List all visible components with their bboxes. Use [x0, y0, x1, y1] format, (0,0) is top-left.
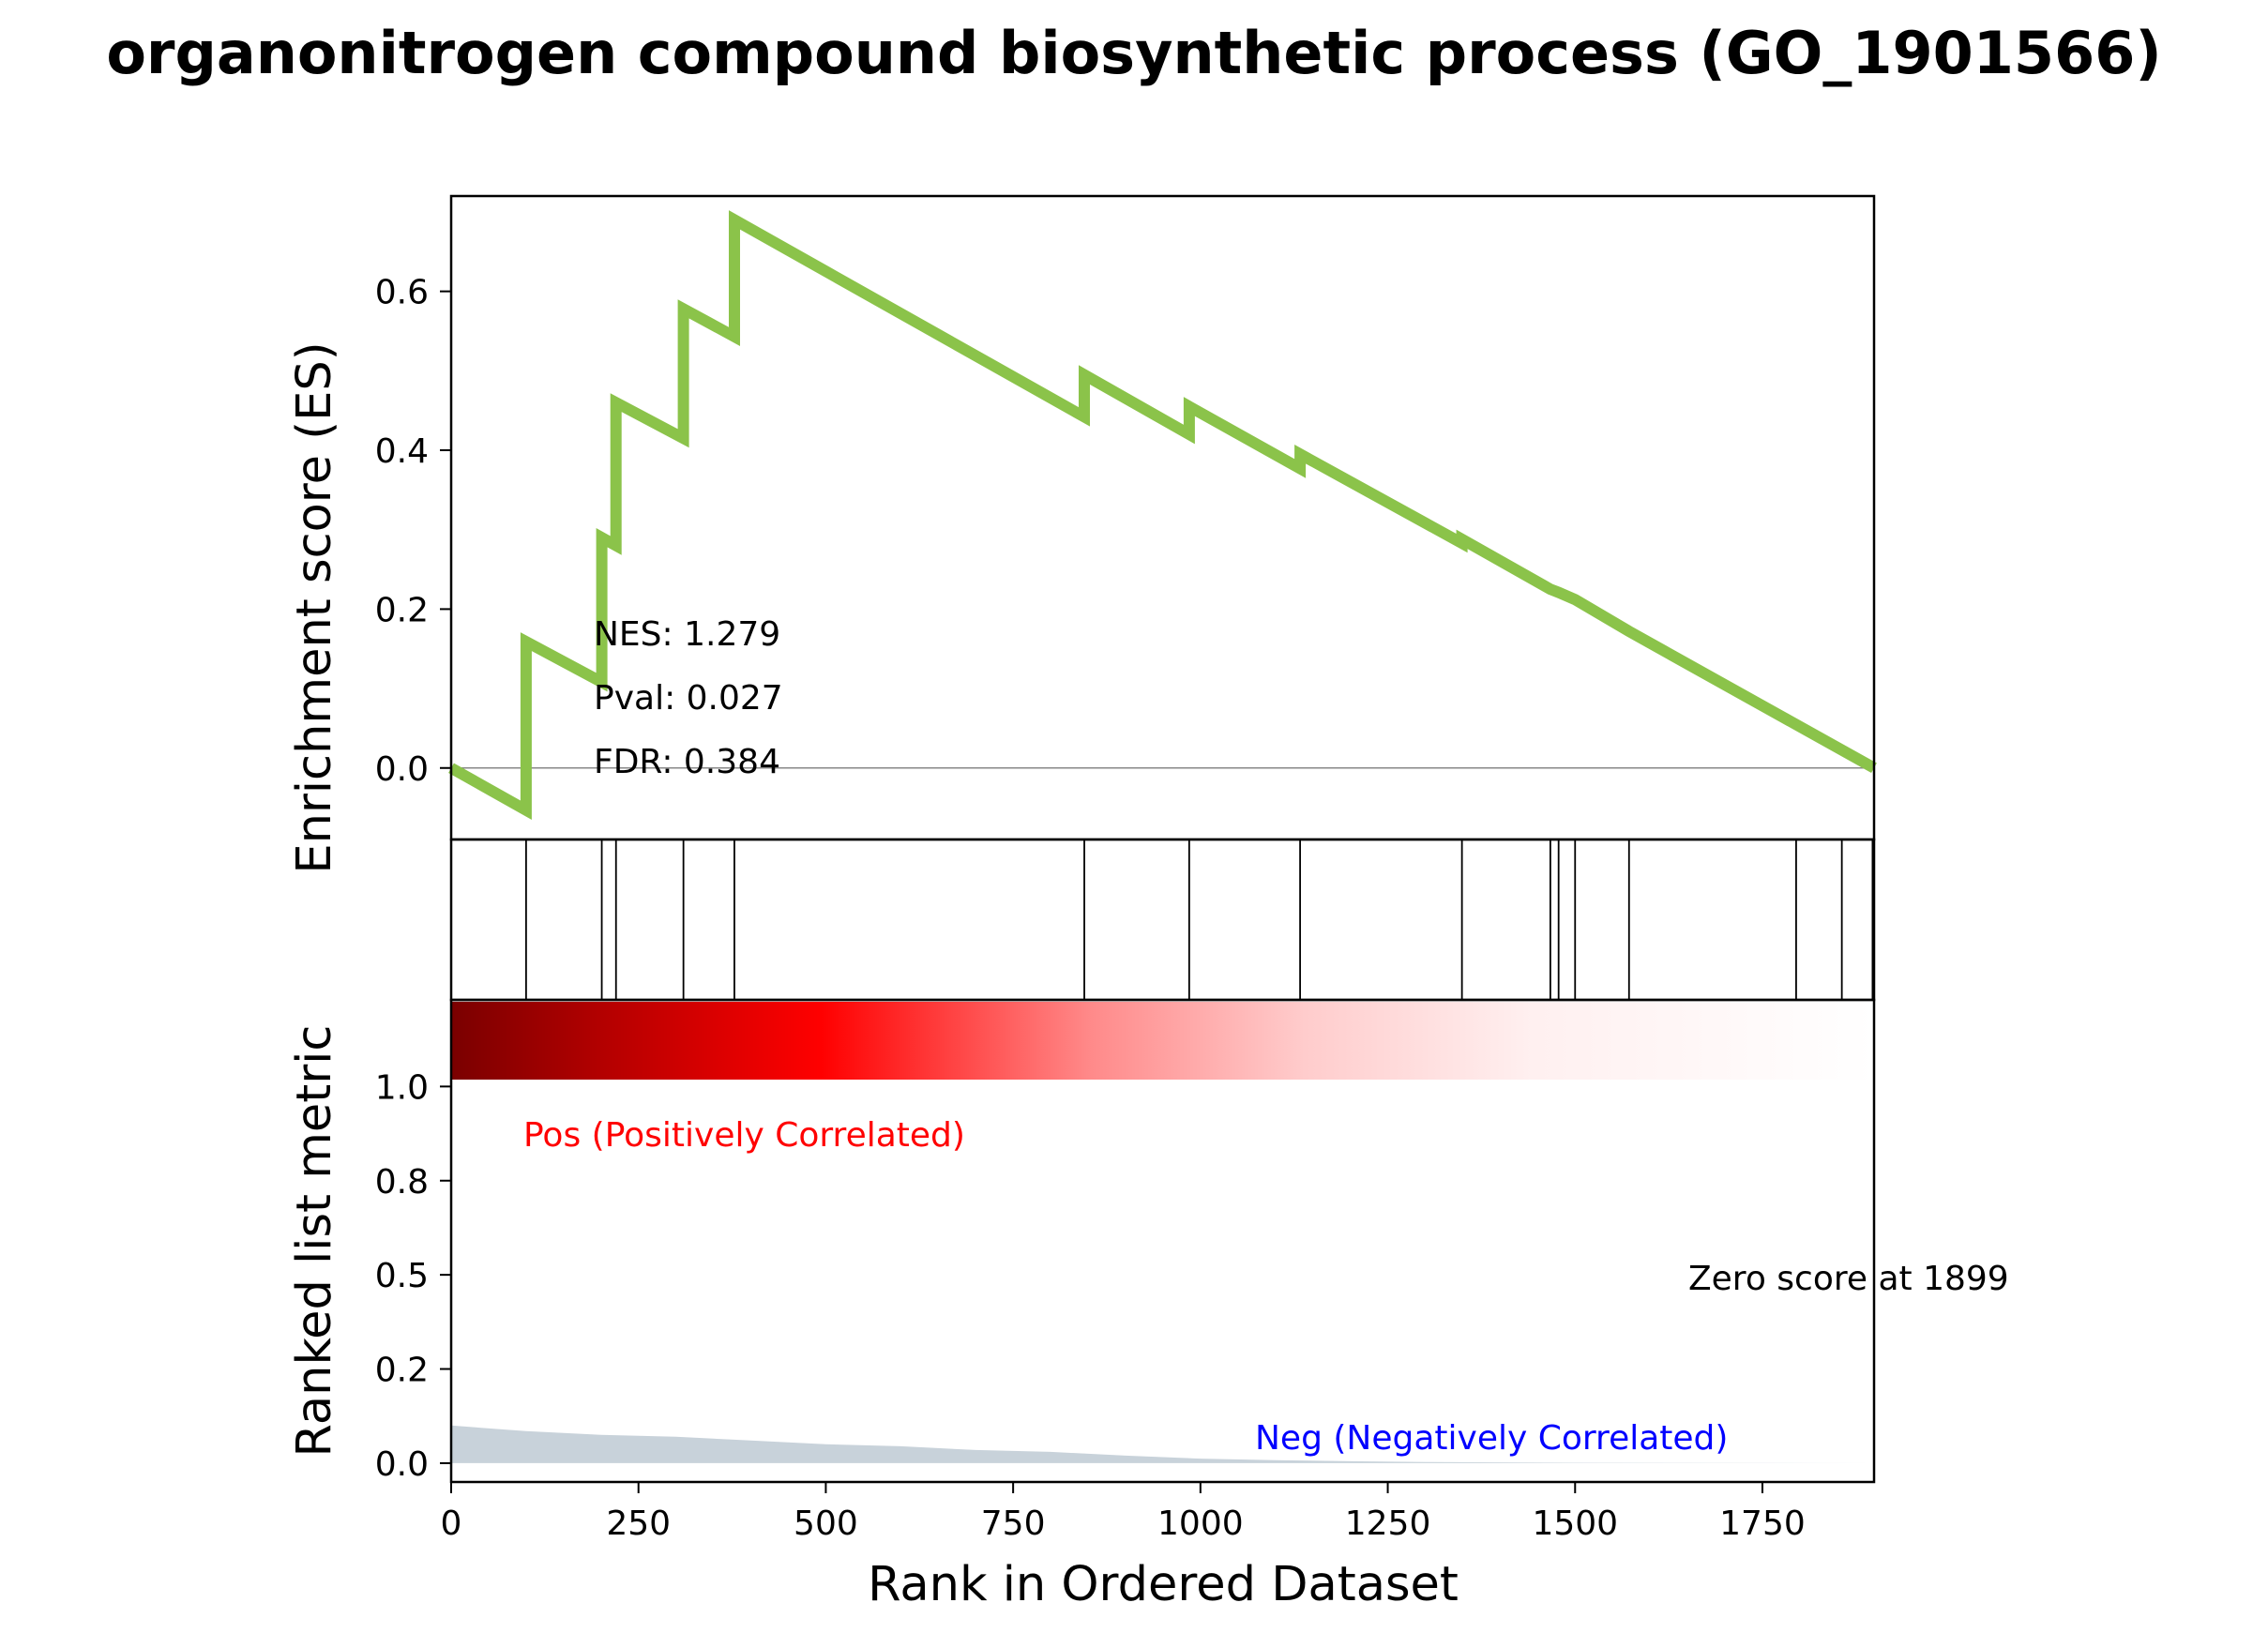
x-tick-label: 0 — [441, 1504, 462, 1543]
rank-y-tick-label: 0.5 — [375, 1257, 429, 1295]
es-y-ticks: 0.0 0.2 0.4 0.6 — [375, 274, 451, 789]
x-tick-label: 1000 — [1157, 1504, 1244, 1543]
enrichment-score-panel: 0.0 0.2 0.4 0.6 NES: 1.279 Pval: 0.027 FDR:… — [287, 194, 1877, 874]
x-tick-label: 250 — [606, 1504, 671, 1543]
es-y-tick-label: 0.6 — [375, 274, 429, 312]
pval-label: Pval: 0.027 — [594, 679, 783, 718]
es-y-tick-label: 0.0 — [375, 750, 429, 789]
zero-score-label: Zero score at 1899 — [1688, 1260, 2009, 1298]
rank-y-ticks: 0.0 0.2 0.5 0.8 1.0 — [375, 1068, 451, 1484]
rank-y-tick-label: 1.0 — [375, 1068, 429, 1107]
x-axis-label: Rank in Ordered Dataset — [868, 1557, 1459, 1612]
chart-title: organonitrogen compound biosynthetic pro… — [106, 19, 2161, 87]
ranked-metric-panel: 0.0 0.2 0.5 0.8 1.0 Pos (Positively Correlat… — [287, 998, 2009, 1484]
es-y-axis-label: Enrichment score (ES) — [287, 341, 342, 873]
rank-heatmap — [451, 1002, 1874, 1080]
hits-frame — [449, 838, 1876, 1002]
x-tick-label: 1750 — [1719, 1504, 1806, 1543]
neg-correlated-label: Neg (Negatively Correlated) — [1255, 1419, 1728, 1458]
gene-hits-panel — [449, 838, 1876, 1002]
x-tick-label: 500 — [794, 1504, 858, 1543]
pos-correlated-label: Pos (Positively Correlated) — [523, 1116, 965, 1155]
x-tick-label: 1500 — [1532, 1504, 1618, 1543]
rank-y-tick-label: 0.0 — [375, 1445, 429, 1484]
metric-area — [451, 1425, 1874, 1463]
es-curve — [448, 210, 1877, 820]
rank-y-tick-label: 0.8 — [375, 1163, 429, 1202]
rank-frame — [449, 998, 1876, 1484]
hit-lines — [524, 839, 1874, 1000]
fdr-label: FDR: 0.384 — [594, 743, 780, 781]
rank-y-axis-label: Ranked list metric — [287, 1025, 342, 1458]
nes-label: NES: 1.279 — [594, 615, 780, 654]
es-y-tick-label: 0.2 — [375, 591, 429, 629]
x-tick-label: 1250 — [1345, 1504, 1431, 1543]
rank-y-tick-label: 0.2 — [375, 1352, 429, 1390]
es-y-tick-label: 0.4 — [375, 432, 429, 471]
x-tick-label: 750 — [981, 1504, 1046, 1543]
x-axis-ticks: 0 250 500 750 1000 1250 1500 1750 — [441, 1482, 1806, 1543]
